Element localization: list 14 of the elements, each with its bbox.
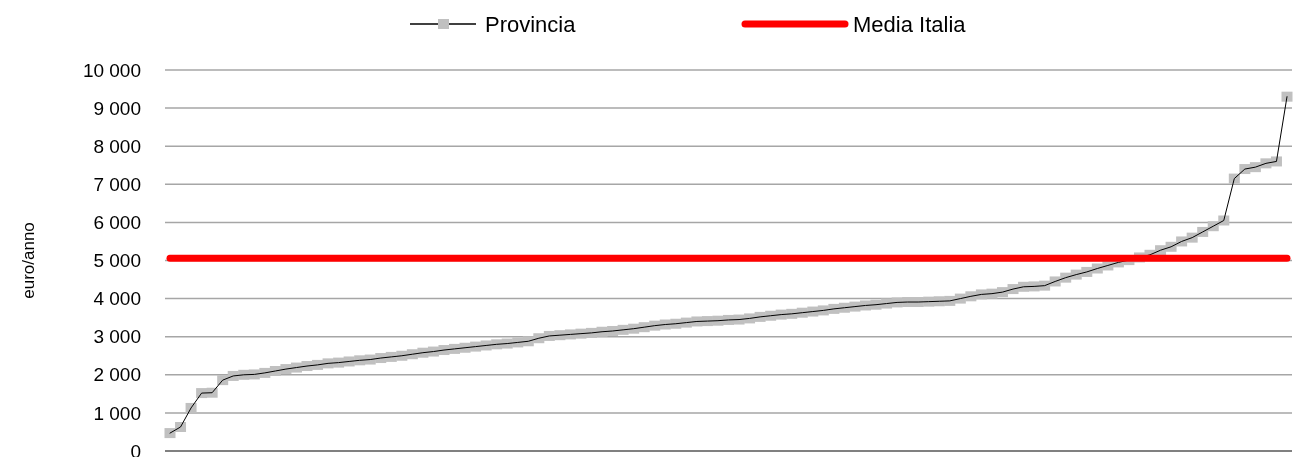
- legend-label: Media Italia: [853, 11, 967, 37]
- y-tick-label: 6 000: [93, 212, 141, 234]
- y-tick-label: 10 000: [82, 59, 141, 81]
- y-tick-label: 1 000: [93, 402, 141, 424]
- y-axis-title: euro/anno: [18, 222, 38, 299]
- y-tick-label: 8 000: [93, 135, 141, 157]
- legend-label: Provincia: [485, 11, 577, 37]
- y-tick-label: 5 000: [93, 250, 141, 272]
- y-tick-label: 7 000: [93, 173, 141, 195]
- y-tick-label: 4 000: [93, 288, 141, 310]
- y-tick-label: 3 000: [93, 326, 141, 348]
- y-tick-label: 0: [130, 440, 141, 457]
- y-tick-label: 9 000: [93, 97, 141, 119]
- y-tick-label: 2 000: [93, 364, 141, 386]
